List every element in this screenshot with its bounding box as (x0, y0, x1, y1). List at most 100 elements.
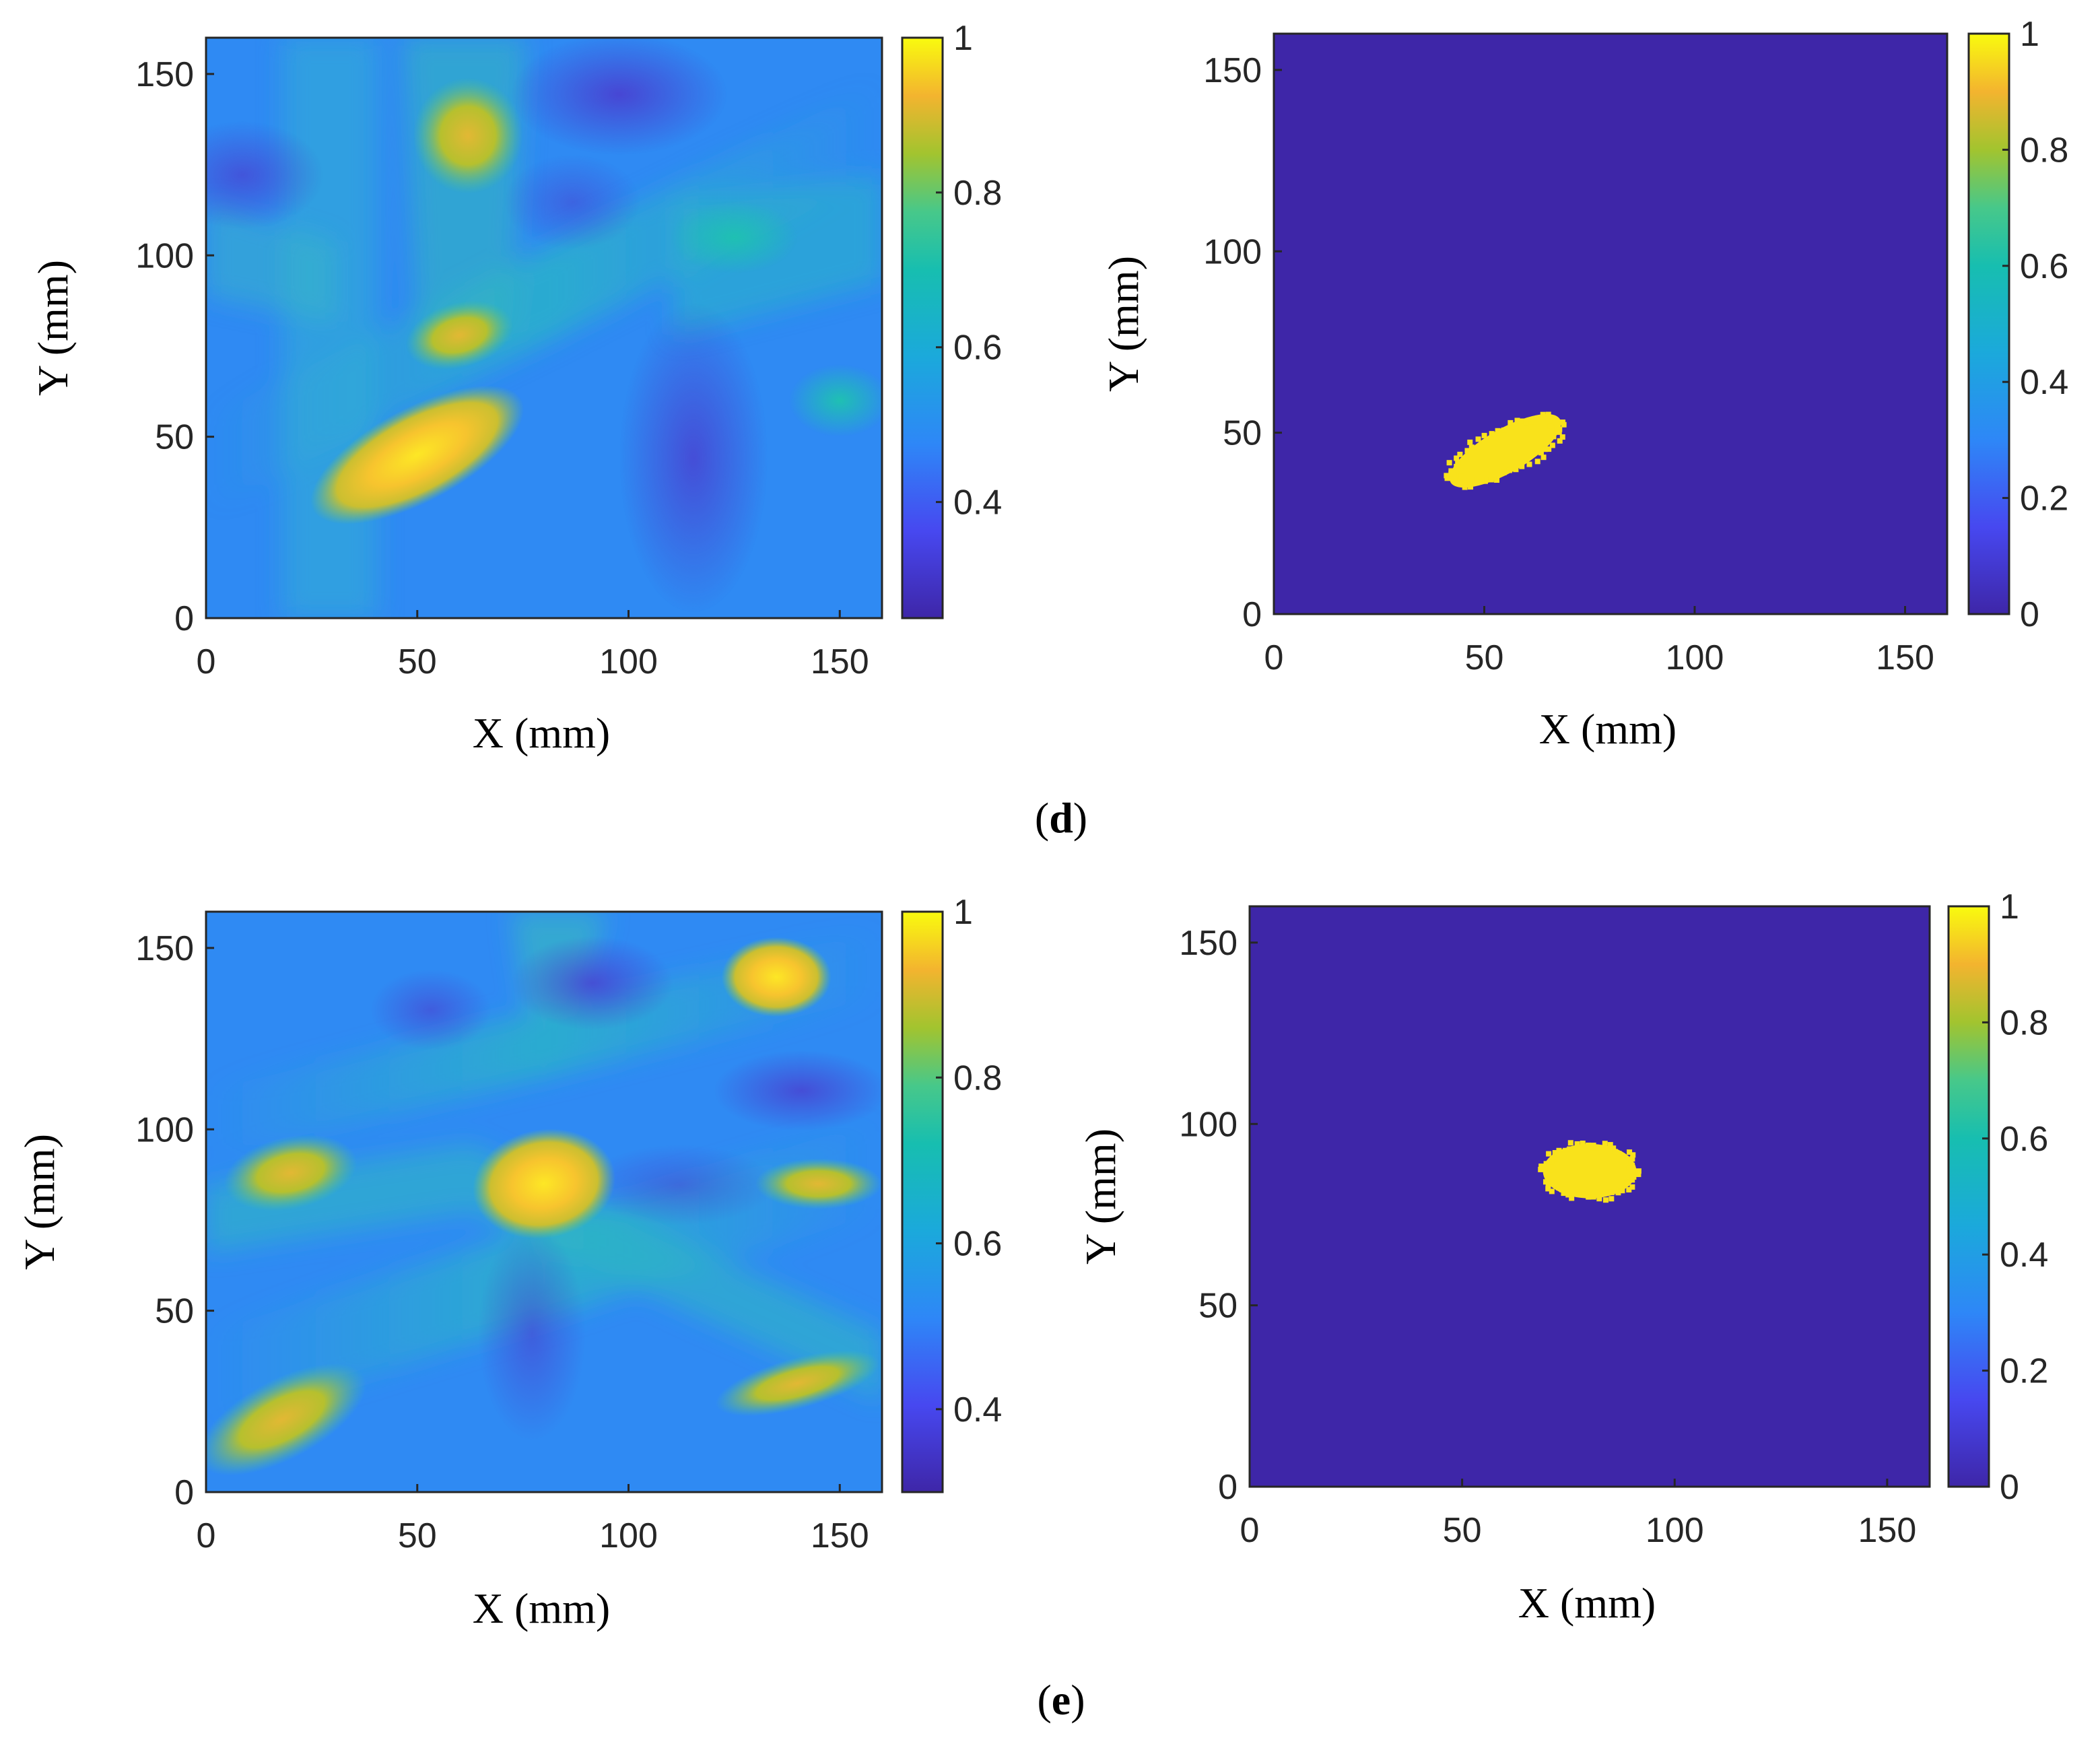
speckle-1-0 (1489, 431, 1495, 437)
speckle-3-0 (1590, 1194, 1596, 1200)
speckle-1-0 (1482, 478, 1488, 484)
speckle-1-0 (1444, 475, 1450, 481)
heatmap-d-thresholded-field (1274, 34, 1947, 614)
x-tick-label: 0 (1240, 1511, 1260, 1550)
speckle-1-0 (1446, 460, 1452, 466)
colorbar-tick-label: 0.8 (953, 1058, 1002, 1098)
speckle-1-0 (1454, 455, 1460, 461)
y-tick-label: 150 (1203, 51, 1262, 90)
colorbar-tick-label: 0.4 (2000, 1236, 2048, 1275)
speckle-1-0 (1538, 450, 1544, 456)
speckle-3-0 (1549, 1159, 1555, 1165)
x-tick-label: 150 (1858, 1511, 1916, 1550)
speckle-3-0 (1626, 1186, 1632, 1192)
speckle-3-0 (1545, 1175, 1551, 1181)
speckle-1-0 (1559, 419, 1565, 426)
caption-d: (d) (1034, 794, 1088, 842)
speckle-3-0 (1607, 1142, 1613, 1148)
speckle-1-0 (1448, 471, 1454, 477)
speckle-3-0 (1545, 1182, 1551, 1188)
speckle-1-0 (1488, 477, 1494, 483)
y-axis-label: Y (mm) (1077, 1128, 1124, 1265)
heatmap-d-raw: 0 50 100 150 0 50 100 150 X (mm) Y (mm) 0.4 0.6 0.8… (29, 19, 1002, 757)
speckle-1-0 (1559, 434, 1565, 440)
hotspot-2-2 (224, 1135, 358, 1211)
speckle-3-0 (1624, 1179, 1630, 1185)
speckle-1-0 (1501, 427, 1507, 433)
hotspot-1-0 (1449, 413, 1561, 488)
speckle-1-0 (1523, 419, 1529, 426)
speckle-3-0 (1559, 1186, 1565, 1192)
x-tick-label: 50 (1465, 638, 1504, 677)
colorbar (901, 36, 944, 619)
speckle-1-0 (1519, 463, 1525, 469)
x-tick-label: 50 (1443, 1511, 1482, 1550)
colorbar-tick-label: 0.6 (2000, 1120, 2048, 1159)
hotspot-0-2 (405, 300, 514, 370)
colorbar-tick-label: 0.4 (953, 1390, 1002, 1429)
speckle-1-0 (1481, 432, 1487, 438)
speckle-3-0 (1629, 1162, 1635, 1168)
y-axis-label: Y (mm) (1099, 256, 1147, 392)
x-tick-label: 50 (398, 642, 437, 681)
x-tick-label: 150 (811, 642, 869, 681)
hotspot-0-0 (310, 385, 524, 525)
hotspot-3-0 (1543, 1143, 1637, 1199)
speckle-3-0 (1569, 1195, 1575, 1201)
speckle-3-0 (1574, 1141, 1580, 1147)
speckle-3-0 (1596, 1196, 1602, 1202)
speckle-3-0 (1635, 1172, 1641, 1178)
hotspot-0-4 (788, 364, 882, 437)
speckle-1-0 (1540, 454, 1547, 461)
speckle-3-0 (1586, 1194, 1592, 1200)
x-tick-label: 100 (599, 642, 658, 681)
speckle-1-0 (1454, 463, 1460, 469)
speckle-1-0 (1501, 469, 1507, 475)
speckle-1-0 (1448, 468, 1454, 474)
colorbar (1967, 32, 2010, 615)
speckle-3-0 (1561, 1190, 1567, 1197)
y-tick-label: 50 (1198, 1287, 1238, 1326)
colorbar-tick-label: 0 (2020, 595, 2039, 634)
speckle-3-0 (1549, 1188, 1555, 1194)
speckle-1-0 (1475, 436, 1481, 442)
speckle-1-0 (1528, 419, 1534, 425)
speckle-1-0 (1506, 467, 1512, 473)
x-tick-label: 0 (1264, 638, 1284, 677)
speckle-3-0 (1608, 1196, 1615, 1202)
speckle-1-0 (1494, 477, 1500, 483)
speckle-3-0 (1619, 1188, 1625, 1194)
x-tick-label: 150 (811, 1516, 869, 1555)
colorbar-tick-label: 0.2 (2000, 1352, 2048, 1391)
speckle-1-0 (1526, 461, 1532, 467)
y-tick-label: 50 (155, 418, 194, 457)
y-tick-label: 50 (1223, 414, 1262, 453)
speckle-1-0 (1456, 481, 1462, 487)
speckle-1-0 (1479, 477, 1485, 483)
hotspot-2-0 (473, 1128, 615, 1239)
y-tick-label: 0 (174, 599, 194, 638)
y-axis-label: Y (mm) (29, 260, 77, 396)
speckle-1-0 (1557, 438, 1563, 444)
speckle-3-0 (1552, 1150, 1558, 1156)
colorbar-tick-label: 0.4 (2020, 363, 2068, 402)
speckle-1-0 (1545, 411, 1551, 417)
y-tick-label: 100 (1203, 232, 1262, 271)
speckle-1-0 (1457, 477, 1463, 483)
speckle-1-0 (1557, 426, 1563, 432)
speckle-3-0 (1613, 1149, 1619, 1155)
speckle-1-0 (1547, 418, 1553, 424)
x-axis-label: X (mm) (1518, 1579, 1656, 1627)
x-axis-label: X (mm) (1539, 705, 1676, 753)
speckle-1-0 (1547, 415, 1553, 421)
speckle-1-0 (1467, 439, 1473, 445)
colorbar-tick-label: 0.8 (2000, 1003, 2048, 1042)
x-tick-label: 0 (197, 1516, 216, 1555)
speckle-1-0 (1556, 429, 1562, 435)
speckle-3-0 (1635, 1168, 1641, 1174)
speckle-1-0 (1464, 448, 1470, 454)
speckle-3-0 (1538, 1164, 1545, 1170)
x-tick-label: 100 (599, 1516, 658, 1555)
speckle-1-0 (1520, 418, 1526, 424)
